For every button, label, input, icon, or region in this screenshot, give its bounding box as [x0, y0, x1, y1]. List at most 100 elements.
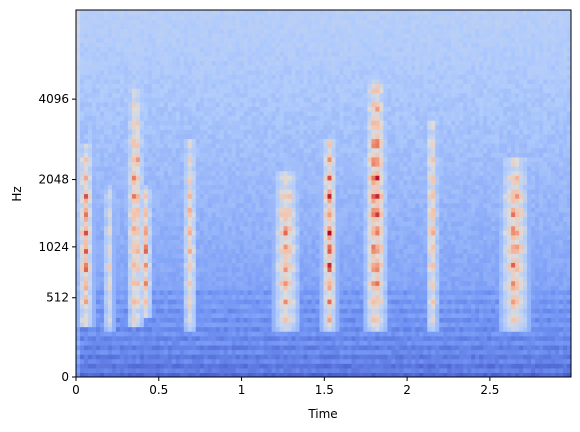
heatmap-cell	[331, 312, 337, 318]
heatmap-cell	[483, 230, 488, 236]
heatmap-cell	[283, 262, 289, 268]
heatmap-cell	[187, 303, 193, 309]
heatmap-cell	[231, 243, 237, 250]
heatmap-cell	[427, 221, 432, 227]
heatmap-cell	[359, 225, 365, 231]
heatmap-cell	[467, 202, 472, 208]
heatmap-cell	[76, 317, 81, 323]
heatmap-cell	[135, 294, 141, 300]
heatmap-cell	[535, 243, 540, 250]
heatmap-cell	[183, 326, 189, 332]
heatmap-cell	[127, 257, 133, 263]
heatmap-cell	[491, 225, 496, 231]
heatmap-cell	[171, 234, 177, 240]
heatmap-cell	[331, 266, 337, 273]
heatmap-cell	[359, 367, 365, 374]
heatmap-cell	[547, 340, 552, 346]
heatmap-cell	[499, 271, 504, 277]
heatmap-cell	[379, 234, 384, 240]
heatmap-cell	[543, 243, 548, 250]
heatmap-cell	[171, 276, 177, 282]
heatmap-cell	[559, 271, 564, 277]
heatmap-cell	[243, 321, 249, 328]
heatmap-cell	[407, 331, 412, 337]
heatmap-cell	[215, 202, 221, 208]
heatmap-cell	[95, 303, 101, 309]
heatmap-cell	[483, 354, 488, 360]
heatmap-cell	[203, 280, 209, 286]
heatmap-cell	[151, 372, 157, 377]
heatmap-cell	[467, 331, 472, 337]
heatmap-cell	[339, 234, 345, 240]
heatmap-cell	[191, 243, 197, 250]
heatmap-cell	[259, 280, 265, 286]
heatmap-cell	[135, 321, 141, 328]
heatmap-cell	[419, 230, 424, 236]
heatmap-cell	[139, 230, 145, 236]
heatmap-cell	[131, 321, 137, 328]
heatmap-cell	[375, 367, 380, 374]
heatmap-cell	[111, 321, 117, 328]
heatmap-cell	[319, 303, 325, 309]
heatmap-cell	[563, 257, 568, 263]
heatmap-cell	[119, 280, 125, 286]
heatmap-cell	[227, 248, 233, 254]
heatmap-cell	[247, 372, 253, 377]
heatmap-cell	[455, 280, 460, 286]
heatmap-cell	[271, 253, 277, 259]
heatmap-cell	[339, 367, 345, 374]
heatmap-cell	[123, 257, 129, 263]
heatmap-cell	[187, 280, 193, 286]
heatmap-cell	[559, 321, 564, 328]
heatmap-cell	[459, 225, 464, 231]
heatmap-cell	[215, 335, 221, 341]
heatmap-cell	[455, 262, 460, 268]
heatmap-cell	[99, 340, 105, 346]
heatmap-cell	[83, 363, 89, 369]
heatmap-cell	[287, 234, 293, 240]
heatmap-cell	[483, 285, 488, 291]
heatmap-cell	[455, 308, 460, 314]
heatmap-cell	[267, 317, 273, 323]
heatmap-cell	[351, 193, 357, 199]
heatmap-cell	[535, 248, 540, 254]
heatmap-cell	[475, 225, 480, 231]
heatmap-cell	[215, 266, 221, 273]
heatmap-cell	[507, 271, 512, 277]
heatmap-cell	[103, 289, 109, 296]
heatmap-cell	[271, 248, 277, 254]
heatmap-cell	[435, 363, 440, 369]
heatmap-cell	[499, 372, 504, 377]
heatmap-cell	[399, 344, 404, 351]
heatmap-cell	[395, 234, 400, 240]
heatmap-cell	[107, 280, 113, 286]
heatmap-cell	[167, 312, 173, 318]
heatmap-cell	[511, 299, 516, 305]
heatmap-cell	[543, 289, 548, 296]
heatmap-cell	[455, 344, 460, 351]
heatmap-cell	[475, 317, 480, 323]
heatmap-cell	[143, 372, 149, 377]
heatmap-cell	[547, 230, 552, 236]
heatmap-cell	[523, 363, 528, 369]
heatmap-cell	[203, 367, 209, 374]
heatmap-cell	[331, 243, 337, 250]
heatmap-cell	[391, 248, 396, 254]
heatmap-cell	[319, 243, 325, 250]
heatmap-cell	[419, 372, 424, 377]
heatmap-cell	[307, 363, 313, 369]
heatmap-cell	[303, 243, 309, 250]
heatmap-cell	[191, 321, 197, 328]
heatmap-cell	[299, 221, 305, 227]
heatmap-cell	[223, 257, 229, 263]
heatmap-cell	[447, 243, 452, 250]
heatmap-cell	[491, 303, 496, 309]
heatmap-cell	[159, 225, 165, 231]
heatmap-cell	[171, 239, 177, 245]
heatmap-cell	[439, 326, 444, 332]
heatmap-cell	[111, 243, 117, 250]
heatmap-cell	[427, 358, 432, 364]
heatmap-cell	[131, 243, 137, 250]
heatmap-cell	[187, 230, 193, 236]
heatmap-cell	[171, 198, 177, 204]
